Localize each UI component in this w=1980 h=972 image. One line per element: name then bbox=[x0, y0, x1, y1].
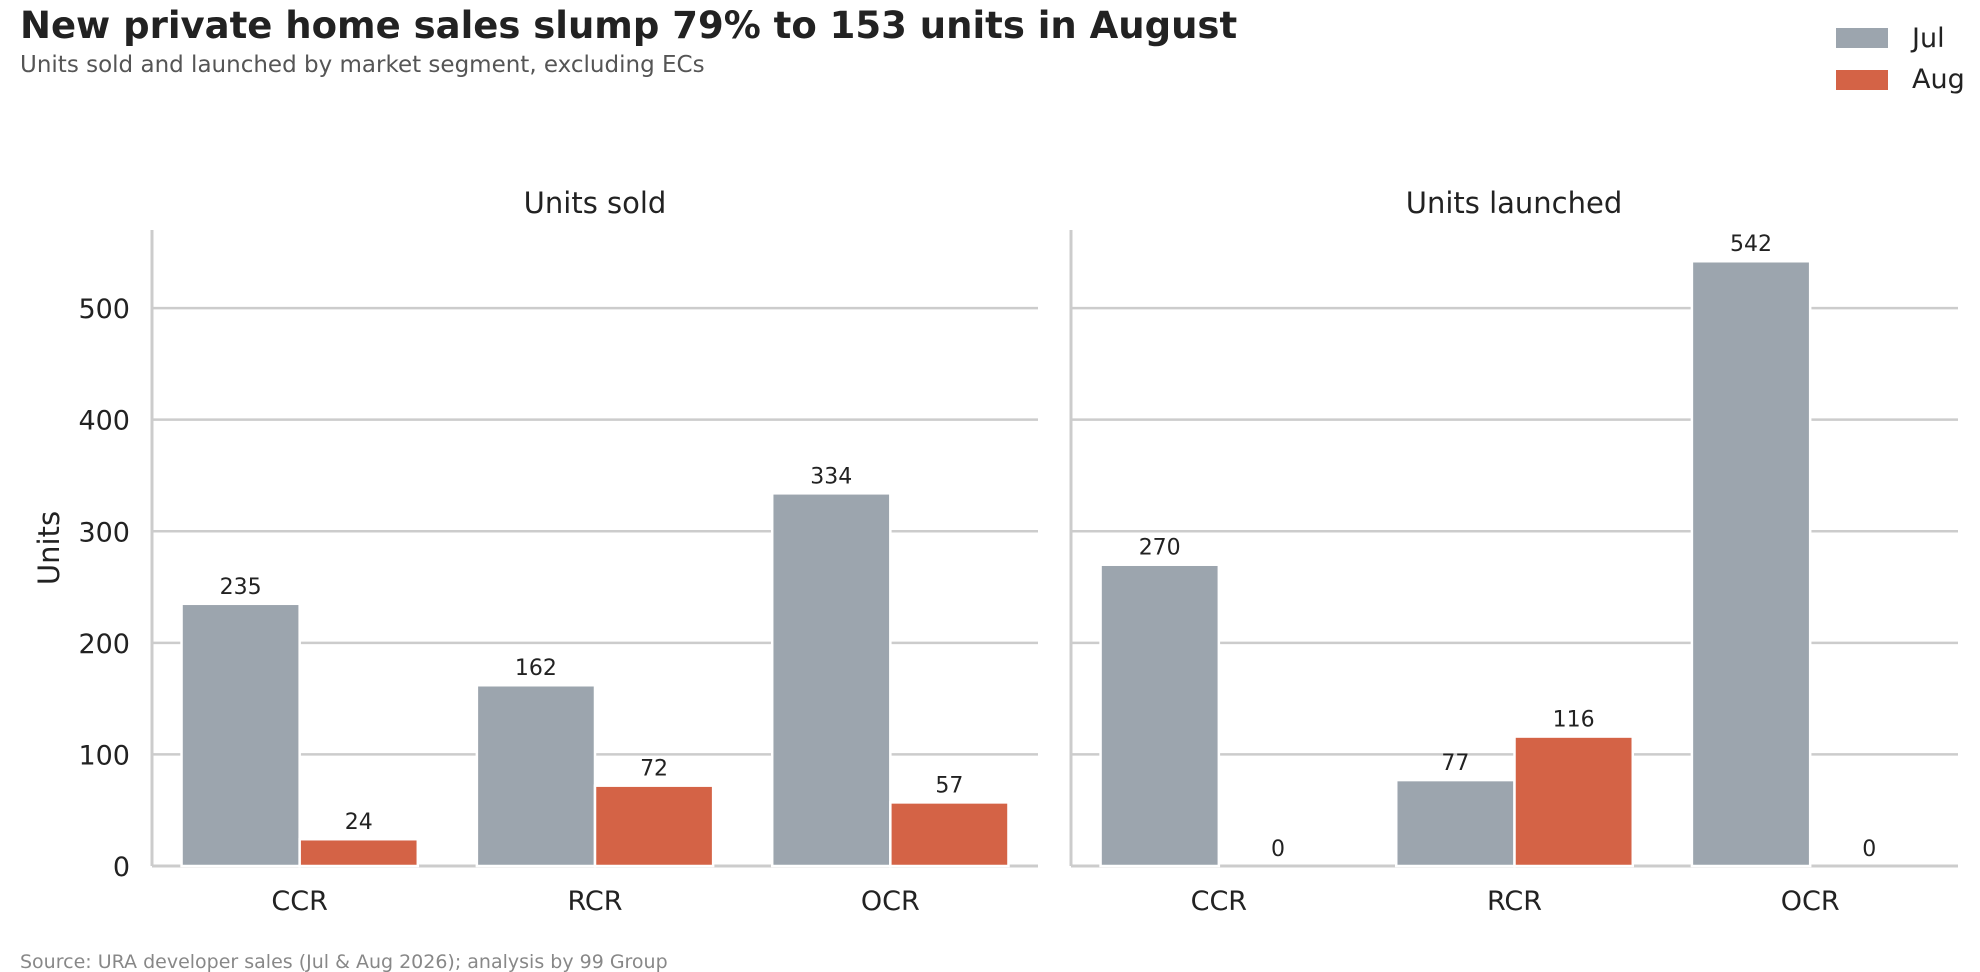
units-launched-panel: Units launched 270 0 CCR 77 116 RCR 542 0 OCR bbox=[1069, 186, 1958, 917]
panel-title-units-sold: Units sold bbox=[524, 186, 667, 220]
bar-units-sold-aug-rcr bbox=[593, 784, 715, 868]
bar-units-sold-jul-ccr bbox=[180, 602, 301, 868]
data-label-units-sold-aug-ccr: 24 bbox=[345, 810, 373, 835]
legend-swatch-aug bbox=[1836, 70, 1888, 90]
x-tick-label: RCR bbox=[1487, 886, 1542, 917]
panel-title-units-launched: Units launched bbox=[1406, 186, 1623, 220]
y-tick-label: 500 bbox=[78, 294, 130, 325]
bar-units-launched-jul-ccr bbox=[1099, 563, 1221, 868]
y-tick-label: 0 bbox=[113, 852, 130, 883]
chart-subtitle: Units sold and launched by market segmen… bbox=[20, 52, 705, 78]
bar-units-sold-aug-ccr bbox=[298, 837, 420, 868]
data-label-units-launched-jul-ocr: 542 bbox=[1730, 232, 1772, 257]
x-tick-label: OCR bbox=[861, 886, 920, 917]
chart-title: New private home sales slump 79% to 153 … bbox=[20, 4, 1237, 47]
data-label-units-sold-jul-rcr: 162 bbox=[515, 656, 557, 681]
bar-units-sold-jul-rcr bbox=[475, 683, 597, 868]
x-tick-label: CCR bbox=[271, 886, 327, 917]
y-axis-label: Units bbox=[32, 511, 66, 585]
legend: Jul Aug bbox=[1836, 23, 1965, 95]
units-sold-panel: Units sold 0 100 200 300 400 500 235 24 CCR 162 72… bbox=[78, 186, 1038, 917]
data-label-units-sold-jul-ocr: 334 bbox=[810, 464, 852, 489]
data-label-units-launched-aug-rcr: 116 bbox=[1553, 708, 1595, 733]
data-label-units-sold-aug-ocr: 57 bbox=[935, 773, 963, 798]
y-tick-label: 300 bbox=[78, 517, 130, 548]
x-tick-label: RCR bbox=[567, 886, 622, 917]
y-tick-label: 100 bbox=[78, 740, 130, 771]
legend-label-jul: Jul bbox=[1910, 23, 1945, 54]
legend-label-aug: Aug bbox=[1912, 64, 1965, 95]
data-label-units-launched-aug-ccr: 0 bbox=[1271, 837, 1285, 862]
bar-units-sold-aug-ocr bbox=[889, 801, 1010, 868]
bar-units-launched-jul-ocr bbox=[1690, 259, 1812, 868]
data-label-units-sold-aug-rcr: 72 bbox=[640, 757, 668, 782]
data-label-units-launched-jul-rcr: 77 bbox=[1441, 751, 1469, 776]
x-tick-label: OCR bbox=[1781, 886, 1840, 917]
legend-swatch-jul bbox=[1836, 28, 1888, 48]
data-label-units-launched-aug-ocr: 0 bbox=[1862, 837, 1876, 862]
source-note: Source: URA developer sales (Jul & Aug 2… bbox=[20, 951, 668, 972]
bar-units-launched-jul-rcr bbox=[1394, 778, 1516, 868]
data-label-units-sold-jul-ccr: 235 bbox=[220, 575, 262, 600]
y-tick-label: 200 bbox=[78, 629, 130, 660]
x-tick-label: CCR bbox=[1191, 886, 1247, 917]
data-label-units-launched-jul-ccr: 270 bbox=[1139, 536, 1181, 561]
y-tick-label: 400 bbox=[78, 406, 130, 437]
bar-units-sold-jul-ocr bbox=[770, 492, 892, 868]
bar-units-launched-aug-rcr bbox=[1513, 735, 1635, 868]
